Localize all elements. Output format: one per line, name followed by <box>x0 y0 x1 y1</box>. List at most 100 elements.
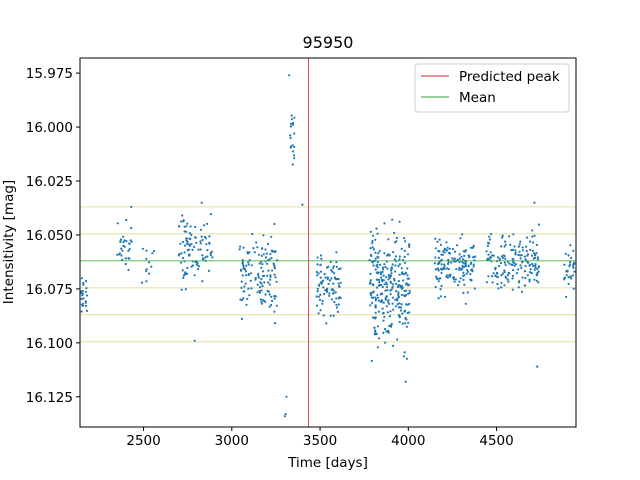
data-point <box>325 322 328 325</box>
data-point <box>383 315 386 318</box>
data-point <box>524 258 527 261</box>
data-point <box>458 280 461 283</box>
data-point <box>190 243 193 246</box>
data-point <box>371 283 374 286</box>
data-point <box>407 292 410 295</box>
data-point <box>392 308 395 311</box>
data-point <box>381 307 384 310</box>
data-point <box>374 330 377 333</box>
data-point <box>250 264 253 267</box>
data-point <box>440 284 443 288</box>
data-point <box>332 266 335 270</box>
data-point <box>116 253 119 256</box>
data-point <box>526 253 530 256</box>
data-point <box>332 292 335 295</box>
data-point <box>328 294 331 297</box>
data-point <box>403 261 407 264</box>
data-point <box>434 268 437 271</box>
y-tick-label: 15.975 <box>26 66 73 82</box>
data-point <box>322 286 325 289</box>
data-point <box>244 282 247 285</box>
data-point <box>511 263 514 267</box>
data-point <box>533 234 536 237</box>
data-point <box>487 242 491 245</box>
data-point <box>437 256 440 259</box>
data-point <box>337 282 340 285</box>
data-point <box>315 270 318 274</box>
data-point <box>458 253 461 256</box>
data-point <box>472 263 475 266</box>
x-tick-label: 3000 <box>215 433 249 449</box>
data-point <box>400 267 403 270</box>
data-point <box>514 251 517 254</box>
data-point <box>187 243 190 246</box>
data-point <box>537 223 541 226</box>
data-point <box>257 276 260 279</box>
data-point <box>200 235 203 238</box>
data-point <box>329 314 332 317</box>
data-point <box>371 246 374 249</box>
data-point <box>407 321 410 324</box>
data-point <box>370 254 373 258</box>
data-point <box>454 278 457 281</box>
data-point <box>487 275 490 278</box>
data-point <box>488 258 491 261</box>
data-point <box>330 288 333 291</box>
data-point <box>145 268 148 271</box>
data-point <box>491 275 494 278</box>
data-point <box>536 256 540 259</box>
data-point <box>319 254 323 257</box>
data-point <box>260 247 264 250</box>
data-point <box>447 251 450 254</box>
data-point <box>122 241 125 244</box>
data-point <box>85 287 88 290</box>
data-point <box>368 282 372 285</box>
data-point <box>371 261 374 264</box>
data-point <box>404 240 407 243</box>
data-point <box>390 269 393 272</box>
data-point <box>511 274 515 277</box>
data-point <box>325 266 329 269</box>
data-point <box>260 282 263 285</box>
data-point <box>257 274 260 277</box>
data-point <box>400 284 403 288</box>
data-point <box>244 270 248 273</box>
data-point <box>382 279 385 282</box>
data-point <box>371 234 375 237</box>
data-point <box>293 145 296 148</box>
data-point <box>209 254 212 257</box>
data-point <box>272 250 275 253</box>
data-point <box>85 294 89 297</box>
data-point <box>536 272 539 275</box>
data-point <box>386 267 389 270</box>
data-point <box>501 272 504 275</box>
data-point <box>316 287 319 290</box>
data-point <box>382 274 385 277</box>
data-point <box>250 272 253 275</box>
data-point <box>331 270 334 273</box>
data-point <box>384 289 387 292</box>
data-point <box>186 266 189 270</box>
data-point <box>485 250 488 253</box>
data-point <box>387 302 391 305</box>
data-point <box>128 257 131 260</box>
data-point <box>177 254 181 257</box>
data-point <box>463 274 466 277</box>
data-point <box>243 285 246 288</box>
data-point <box>190 233 193 237</box>
data-point <box>453 257 456 261</box>
data-point <box>401 272 404 275</box>
data-point <box>204 256 207 259</box>
data-point <box>406 277 409 280</box>
data-point <box>487 253 490 256</box>
data-point <box>387 331 390 334</box>
data-point <box>379 263 382 266</box>
data-point <box>273 267 276 270</box>
data-point <box>323 292 326 296</box>
data-point <box>385 283 389 286</box>
data-point <box>500 274 503 277</box>
data-point <box>120 254 123 257</box>
data-point <box>511 277 514 280</box>
data-point <box>247 273 250 276</box>
data-point <box>376 346 379 349</box>
